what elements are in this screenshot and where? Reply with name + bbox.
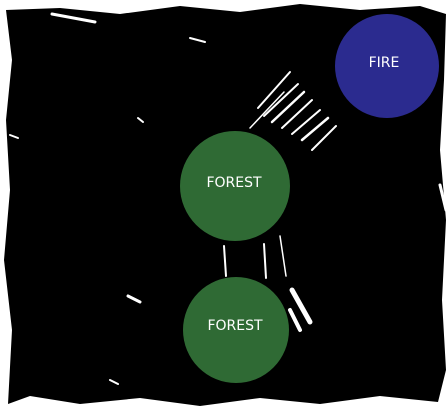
node-fire[interactable]: FIRE [335, 14, 439, 118]
node-forest-upper[interactable]: FOREST [180, 131, 290, 241]
node-forest-upper-label: FOREST [206, 175, 262, 191]
node-forest-upper-circle[interactable] [180, 131, 290, 241]
node-forest-lower-label: FOREST [207, 318, 263, 334]
sketch-marks [9, 12, 448, 385]
node-forest-lower[interactable]: FOREST [183, 277, 289, 383]
connection-fire-forest [249, 71, 337, 151]
connection-forest-forest [223, 235, 287, 279]
node-forest-lower-circle[interactable] [183, 277, 289, 383]
node-fire-label: FIRE [369, 55, 400, 71]
node-fire-circle[interactable] [335, 14, 439, 118]
